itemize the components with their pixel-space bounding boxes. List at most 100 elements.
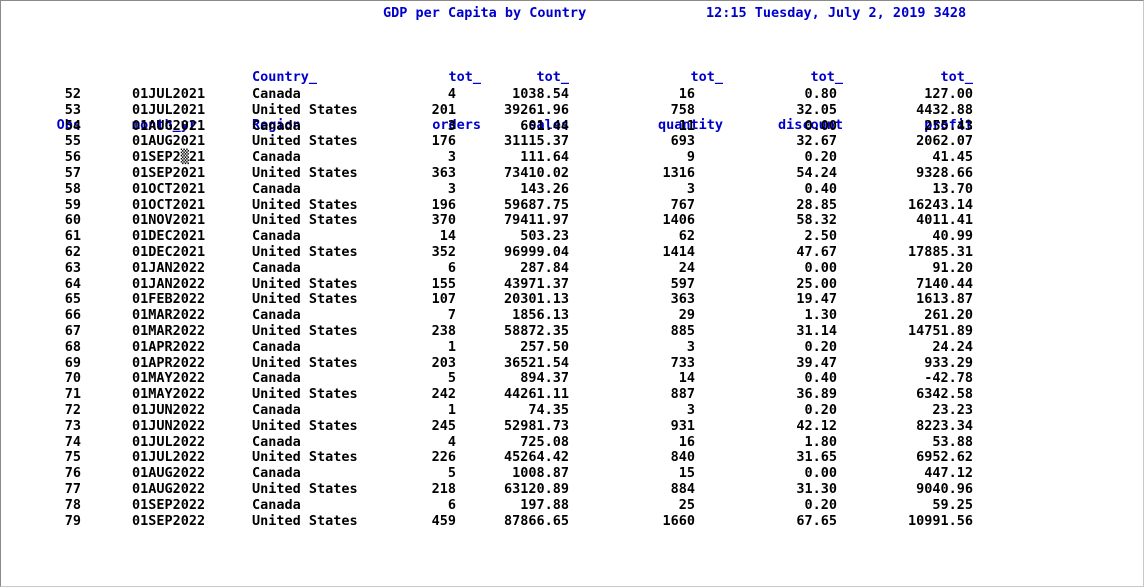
tot-profit-cell: 255.43 (924, 117, 973, 134)
obs-cell: 55 (64, 133, 81, 150)
country-region-cell: United States (252, 133, 358, 150)
tot-discount-cell: 0.00 (804, 117, 837, 134)
tot-quantity-cell: 16 (678, 86, 695, 102)
obs-cell: 62 (64, 243, 81, 260)
month-yr-cell: 01MAY2022 (132, 386, 206, 403)
country-region-cell: United States (252, 243, 358, 260)
tot-sales-cell: 36521.54 (503, 354, 569, 371)
tot-quantity-cell: 29 (678, 307, 695, 324)
obs-cell: 72 (64, 401, 81, 418)
tot-profit-cell: 8223.34 (916, 417, 973, 434)
tot-orders-cell: 4 (447, 433, 456, 450)
tot-orders-cell: 363 (431, 164, 456, 181)
report-datetime: 12:15 Tuesday, July 2, 2019 3428 (706, 5, 967, 21)
tot-orders-cell: 218 (431, 480, 456, 497)
header-tot-orders: tot_ orders (432, 69, 481, 133)
tot-quantity-cell: 885 (670, 322, 695, 339)
tot-sales-cell: 59687.75 (503, 196, 569, 213)
tot-profit-cell: 4011.41 (916, 212, 973, 229)
tot-profit-cell: 7140.44 (916, 275, 973, 292)
tot-quantity-cell: 62 (678, 228, 695, 245)
tot-discount-cell: 67.65 (796, 512, 837, 529)
obs-cell: 78 (64, 496, 81, 513)
country-region-cell: Canada (252, 259, 301, 276)
tot-orders-cell: 3 (447, 117, 456, 134)
tot-profit-cell: 24.24 (932, 338, 973, 355)
month-yr-cell: 01FEB2022 (132, 291, 206, 308)
tot-discount-cell: 0.20 (804, 149, 837, 166)
month-yr-cell: 01SEP2022 (132, 512, 206, 529)
obs-cell: 76 (64, 465, 81, 482)
tot-orders-cell: 5 (447, 370, 456, 387)
tot-orders-cell: 7 (447, 307, 456, 324)
month-yr-cell: 01AUG2021 (132, 117, 206, 134)
month-yr-cell: 01OCT2021 (132, 180, 206, 197)
tot-sales-cell: 52981.73 (503, 417, 569, 434)
tot-discount-cell: 1.30 (804, 307, 837, 324)
month-yr-cell: 01SEP2▒21 (132, 149, 206, 166)
tot-orders-cell: 459 (431, 512, 456, 529)
tot-sales-cell: 63120.89 (503, 480, 569, 497)
tot-quantity-cell: 1406 (662, 212, 695, 229)
tot-discount-cell: 0.40 (804, 180, 837, 197)
tot-profit-cell: 10991.56 (907, 512, 973, 529)
tot-quantity-cell: 758 (670, 101, 695, 118)
obs-cell: 64 (64, 275, 81, 292)
header-tot-profit: tot_ profit (924, 69, 973, 133)
tot-sales-cell: 257.50 (520, 338, 569, 355)
tot-sales-cell: 894.37 (520, 370, 569, 387)
month-yr-cell: 01DEC2021 (132, 228, 206, 245)
tot-discount-cell: 0.80 (804, 86, 837, 102)
tot-sales-cell: 79411.97 (503, 212, 569, 229)
obs-cell: 58 (64, 180, 81, 197)
month-yr-cell: 01SEP2021 (132, 164, 206, 181)
month-yr-cell: 01NOV2021 (132, 212, 206, 229)
tot-quantity-cell: 931 (670, 417, 695, 434)
obs-cell: 79 (64, 512, 81, 529)
tot-sales-cell: 44261.11 (503, 386, 569, 403)
tot-discount-cell: 58.32 (796, 212, 837, 229)
tot-orders-cell: 203 (431, 354, 456, 371)
tot-sales-cell: 58872.35 (503, 322, 569, 339)
tot-orders-cell: 238 (431, 322, 456, 339)
obs-cell: 75 (64, 449, 81, 466)
month-yr-cell: 01JUL2022 (132, 433, 206, 450)
header-obs: Obs (56, 117, 81, 133)
month-yr-cell: 01OCT2021 (132, 196, 206, 213)
month-yr-cell: 01JAN2022 (132, 275, 206, 292)
tot-discount-cell: 0.40 (804, 370, 837, 387)
obs-cell: 63 (64, 259, 81, 276)
tot-quantity-cell: 9 (686, 149, 695, 166)
tot-profit-cell: 4432.88 (916, 101, 973, 118)
tot-quantity-cell: 767 (670, 196, 695, 213)
tot-discount-cell: 28.85 (796, 196, 837, 213)
tot-orders-cell: 352 (431, 243, 456, 260)
tot-profit-cell: 59.25 (932, 496, 973, 513)
tot-discount-cell: 0.00 (804, 465, 837, 482)
tot-profit-cell: 6952.62 (916, 449, 973, 466)
country-region-cell: United States (252, 480, 358, 497)
month-yr-cell: 01AUG2022 (132, 465, 206, 482)
country-region-cell: United States (252, 386, 358, 403)
tot-quantity-cell: 887 (670, 386, 695, 403)
country-region-cell: United States (252, 164, 358, 181)
tot-discount-cell: 32.67 (796, 133, 837, 150)
month-yr-cell: 01JUL2021 (132, 86, 206, 102)
tot-quantity-cell: 3 (686, 180, 695, 197)
month-yr-cell: 01JAN2022 (132, 259, 206, 276)
tot-sales-cell: 1008.87 (512, 465, 569, 482)
header-month-yr: month_yr (132, 117, 198, 133)
tot-profit-cell: 13.70 (932, 180, 973, 197)
tot-orders-cell: 155 (431, 275, 456, 292)
tot-sales-cell: 1856.13 (512, 307, 569, 324)
tot-sales-cell: 39261.96 (503, 101, 569, 118)
obs-cell: 68 (64, 338, 81, 355)
obs-cell: 56 (64, 149, 81, 166)
tot-sales-cell: 31115.37 (503, 133, 569, 150)
tot-sales-cell: 45264.42 (503, 449, 569, 466)
tot-profit-cell: 40.99 (932, 228, 973, 245)
tot-discount-cell: 0.20 (804, 496, 837, 513)
obs-cell: 74 (64, 433, 81, 450)
month-yr-cell: 01MAY2022 (132, 370, 206, 387)
header-tot-quantity: tot_ quantity (657, 69, 723, 133)
